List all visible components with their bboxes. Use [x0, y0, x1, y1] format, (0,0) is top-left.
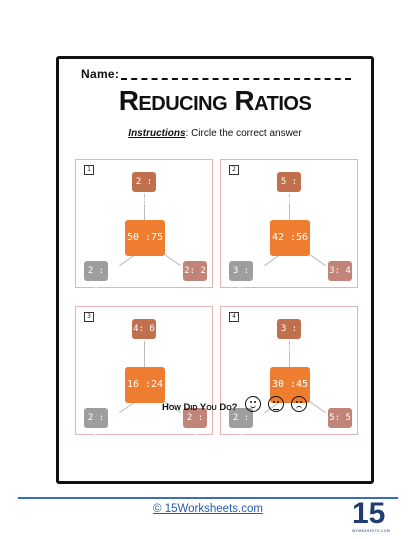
problem-panel-3: 3 4: 6 16 :24 2 : 6 2 : 3	[75, 306, 213, 443]
instructions: Instructions: Circle the correct answer	[59, 128, 371, 139]
answer-option-right[interactable]: 2 : 3	[183, 408, 207, 443]
name-label: Name:	[81, 67, 120, 81]
name-line	[121, 78, 351, 80]
answer-option-right[interactable]: 3: 4	[328, 261, 352, 281]
brand-logo: 15 WORKSHEETS.COM	[352, 497, 391, 537]
worksheet-title: Reducing Ratios	[118, 85, 312, 116]
instructions-text: : Circle the correct answer	[185, 128, 302, 139]
answer-option-left[interactable]: 2 : 6	[84, 408, 108, 443]
instructions-label: Instructions	[128, 128, 186, 139]
neutral-face-icon[interactable]	[268, 396, 285, 412]
answer-option-top[interactable]: 2 : 3	[132, 172, 156, 207]
answer-option-left[interactable]: 2 : 1	[84, 261, 108, 296]
connector-line	[289, 341, 290, 367]
self-assessment-faces	[245, 396, 309, 415]
worksheet: Name: Reducing Ratios Instructions: Circ…	[56, 56, 374, 484]
problem-panel-4: 4 3 : 2 30 :45 2 : 3 5: 5	[220, 306, 358, 443]
answer-option-right[interactable]: 5: 5	[328, 408, 352, 428]
problem-number: 1	[84, 165, 94, 175]
answer-option-left[interactable]: 2 : 3	[229, 408, 253, 443]
sad-face-icon[interactable]	[291, 396, 308, 412]
ratio-box: 16 :24	[125, 367, 165, 403]
logo-text: WORKSHEETS.COM	[352, 529, 391, 533]
answer-option-right[interactable]: 2: 2	[183, 261, 207, 281]
site-link[interactable]: © 15Worksheets.com	[153, 503, 263, 515]
connector-line	[144, 341, 145, 367]
connector-line	[144, 194, 145, 220]
logo-number: 15	[352, 497, 386, 530]
problem-panel-1: 1 2 : 3 50 :75 2 : 1 2: 2	[75, 159, 213, 296]
problem-panel-2: 2 5 : 4 42 :56 3 : 5 3: 4	[220, 159, 358, 296]
ratio-box: 42 :56	[270, 220, 310, 256]
self-assessment-question: How Did You Do?	[162, 402, 238, 413]
connector-line	[289, 194, 290, 220]
footer-divider	[18, 497, 398, 499]
answer-option-top[interactable]: 3 : 2	[277, 319, 301, 354]
problem-number: 2	[229, 165, 239, 175]
problem-number: 3	[84, 312, 94, 322]
happy-face-icon[interactable]	[245, 396, 261, 412]
problem-number: 4	[229, 312, 239, 322]
answer-option-top[interactable]: 4: 6	[132, 319, 156, 339]
answer-option-left[interactable]: 3 : 5	[229, 261, 253, 296]
answer-option-top[interactable]: 5 : 4	[277, 172, 301, 207]
ratio-box: 50 :75	[125, 220, 165, 256]
